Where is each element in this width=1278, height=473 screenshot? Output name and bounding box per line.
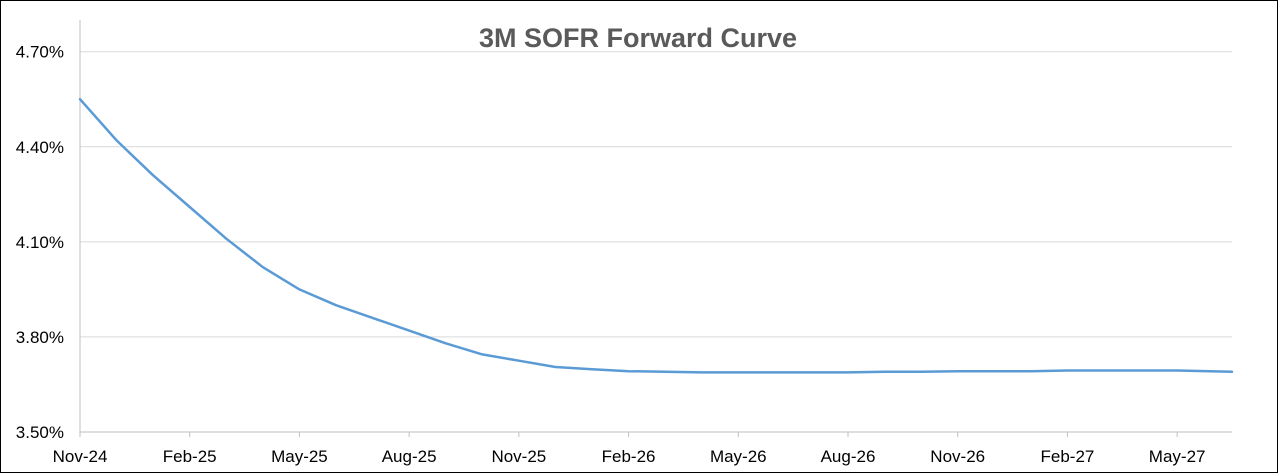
- x-tick-label: Nov-24: [53, 447, 108, 466]
- x-tick-label: Aug-26: [821, 447, 876, 466]
- y-tick-label: 4.40%: [16, 138, 64, 157]
- x-tick-label: May-27: [1149, 447, 1206, 466]
- x-tick-label: Feb-27: [1040, 447, 1094, 466]
- gridlines: [80, 51, 1232, 338]
- chart-title: 3M SOFR Forward Curve: [479, 23, 797, 53]
- x-tick-label: May-26: [710, 447, 767, 466]
- x-tick-label: Feb-26: [602, 447, 656, 466]
- tick-labels: 3.50% 3.80% 4.10% 4.40% 4.70% Nov-24 Feb-25 May…: [16, 43, 1206, 466]
- x-tick-label: Nov-26: [930, 447, 985, 466]
- x-tick-label: Nov-25: [491, 447, 546, 466]
- series-line: [78, 97, 1234, 374]
- y-tick-label: 3.80%: [16, 328, 64, 347]
- y-tick-label: 4.10%: [16, 233, 64, 252]
- x-tick-label: Feb-25: [163, 447, 217, 466]
- x-tick-label: May-25: [271, 447, 328, 466]
- x-tick-label: Aug-25: [382, 447, 437, 466]
- y-tick-label: 3.50%: [16, 423, 64, 442]
- series-layer: [78, 97, 1234, 374]
- y-tick-label: 4.70%: [16, 43, 64, 62]
- axes: [79, 20, 1232, 437]
